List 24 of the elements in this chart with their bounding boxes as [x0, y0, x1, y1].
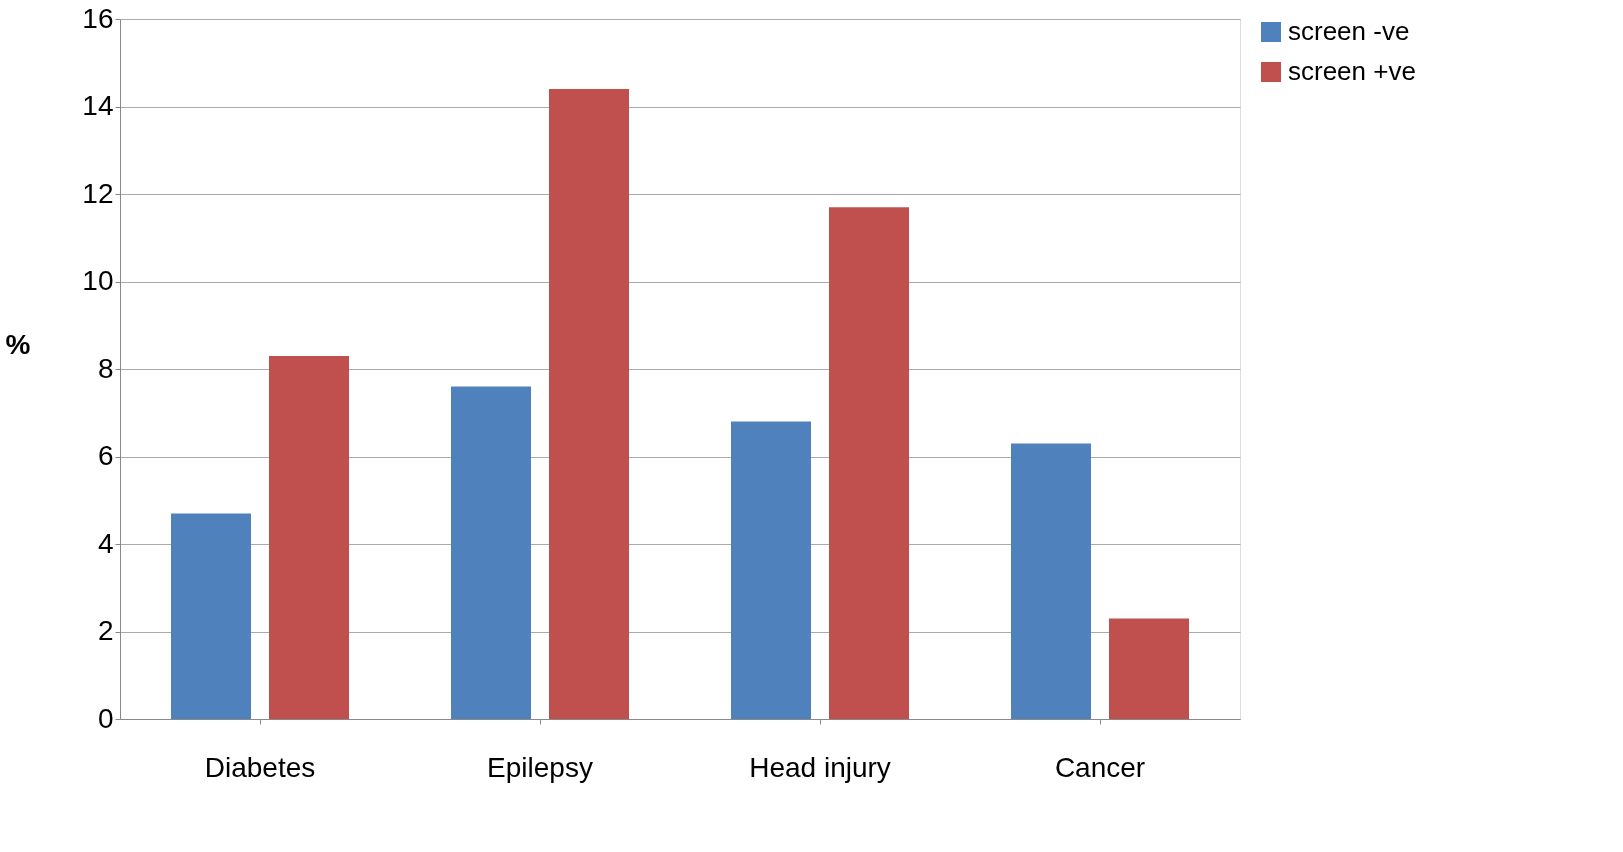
y-tick-label: 2 — [97, 615, 114, 646]
legend-label: screen -ve — [1288, 16, 1410, 46]
y-axis-title: % — [5, 328, 31, 360]
bar — [269, 355, 349, 719]
y-tick-label: 14 — [82, 90, 114, 121]
y-tick-label: 0 — [97, 702, 114, 734]
bar — [731, 421, 811, 719]
bar — [549, 89, 629, 719]
y-tick-label: 10 — [82, 265, 114, 296]
y-tick-label: 12 — [82, 177, 114, 209]
x-tick-label: Head injury — [749, 751, 891, 783]
y-tick-label: 6 — [97, 440, 114, 471]
bar — [171, 513, 251, 719]
x-tick-label: Diabetes — [204, 751, 316, 783]
y-tick-label: 4 — [97, 527, 114, 559]
y-tick-label: 16 — [82, 2, 114, 34]
x-tick-label: Epilepsy — [487, 751, 593, 783]
bar — [1011, 443, 1091, 719]
bar — [1109, 618, 1189, 719]
bar — [451, 386, 531, 719]
bar — [829, 207, 909, 719]
y-tick-label: 8 — [97, 352, 114, 384]
x-tick-label: Cancer — [1054, 751, 1146, 783]
legend-label: screen +ve — [1288, 56, 1416, 86]
